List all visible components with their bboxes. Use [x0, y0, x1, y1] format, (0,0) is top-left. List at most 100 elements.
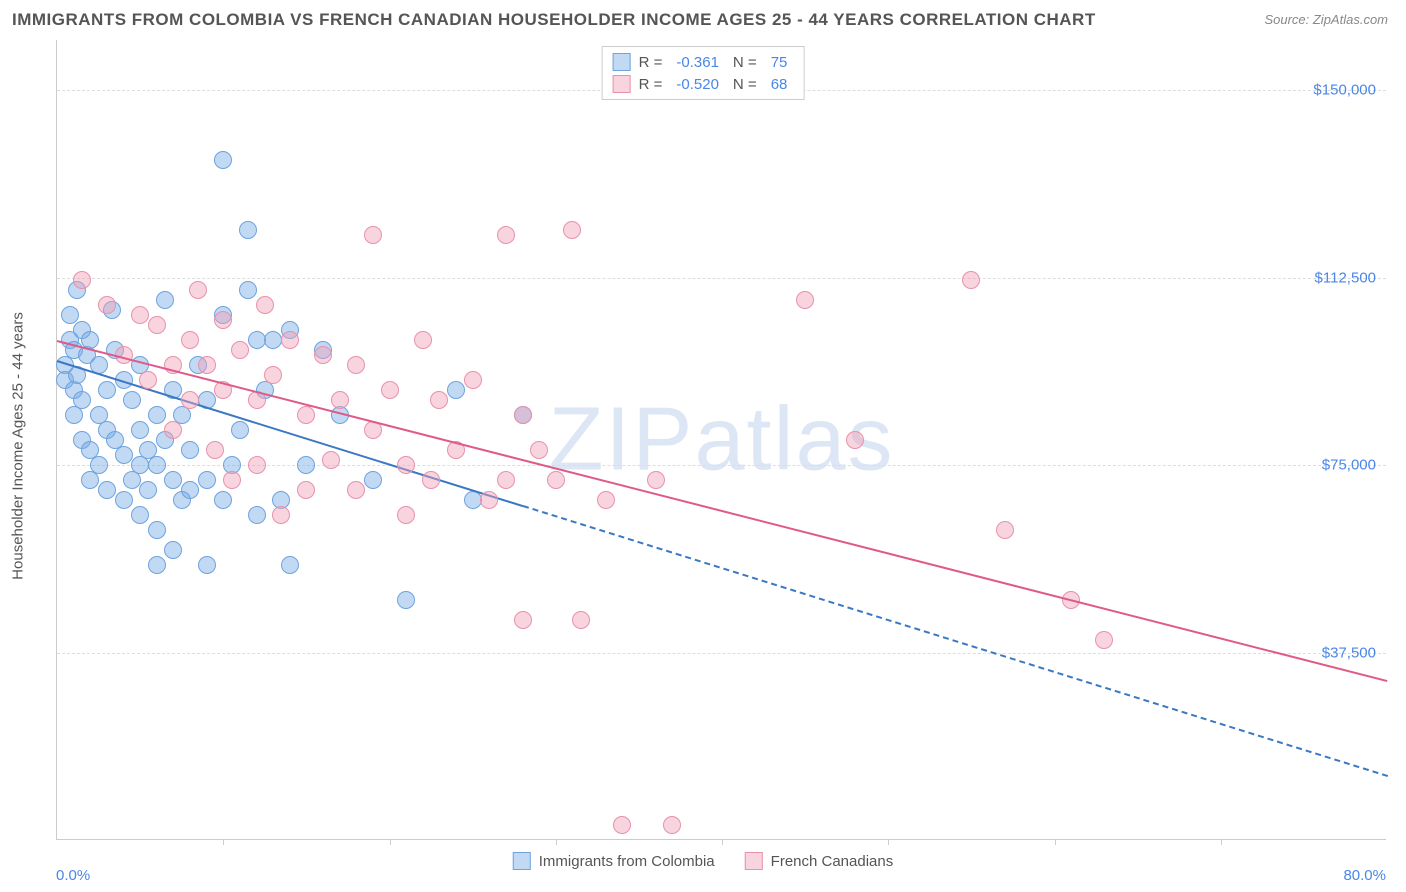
scatter-point: [314, 346, 332, 364]
scatter-point: [497, 471, 515, 489]
scatter-point: [962, 271, 980, 289]
legend-swatch-0: [613, 53, 631, 71]
scatter-point: [115, 446, 133, 464]
scatter-point: [364, 471, 382, 489]
scatter-point: [73, 271, 91, 289]
scatter-point: [1095, 631, 1113, 649]
scatter-point: [347, 356, 365, 374]
watermark: ZIPatlas: [548, 388, 894, 491]
scatter-point: [148, 521, 166, 539]
scatter-point: [148, 556, 166, 574]
scatter-point: [239, 281, 257, 299]
scatter-point: [663, 816, 681, 834]
scatter-point: [90, 456, 108, 474]
scatter-point: [98, 296, 116, 314]
scatter-point: [297, 481, 315, 499]
scatter-point: [297, 406, 315, 424]
scatter-point: [214, 311, 232, 329]
scatter-point: [397, 591, 415, 609]
regression-line-dashed: [522, 505, 1387, 777]
scatter-point: [148, 316, 166, 334]
scatter-point: [198, 556, 216, 574]
scatter-point: [181, 441, 199, 459]
scatter-point: [364, 226, 382, 244]
scatter-point: [231, 421, 249, 439]
legend-series-label-0: Immigrants from Colombia: [539, 853, 715, 870]
y-tick-label: $150,000: [1313, 82, 1376, 99]
scatter-point: [297, 456, 315, 474]
source-label: Source: ZipAtlas.com: [1264, 12, 1388, 27]
y-tick-label: $75,000: [1322, 457, 1376, 474]
scatter-point: [73, 391, 91, 409]
scatter-point: [281, 556, 299, 574]
scatter-point: [422, 471, 440, 489]
scatter-point: [181, 481, 199, 499]
scatter-point: [281, 331, 299, 349]
x-tick-mark: [556, 839, 557, 845]
y-tick-label: $112,500: [1315, 269, 1376, 286]
legend-n-label: N =: [733, 54, 757, 71]
legend-r-label: R =: [639, 76, 663, 93]
scatter-point: [264, 366, 282, 384]
scatter-point: [214, 491, 232, 509]
scatter-point: [164, 471, 182, 489]
scatter-point: [248, 331, 266, 349]
scatter-point: [98, 481, 116, 499]
scatter-point: [347, 481, 365, 499]
scatter-point: [430, 391, 448, 409]
scatter-point: [198, 356, 216, 374]
scatter-point: [115, 491, 133, 509]
scatter-point: [156, 291, 174, 309]
x-tick-mark: [1055, 839, 1056, 845]
scatter-point: [131, 421, 149, 439]
scatter-point: [272, 506, 290, 524]
chart-title: IMMIGRANTS FROM COLOMBIA VS FRENCH CANAD…: [12, 10, 1096, 30]
scatter-point: [547, 471, 565, 489]
scatter-point: [647, 471, 665, 489]
x-axis-max-label: 80.0%: [1343, 867, 1386, 884]
scatter-point: [148, 406, 166, 424]
scatter-point: [322, 451, 340, 469]
legend-swatch-bottom-0: [513, 852, 531, 870]
scatter-point: [198, 471, 216, 489]
legend-r-value-1: -0.520: [676, 76, 719, 93]
scatter-point: [846, 431, 864, 449]
scatter-point: [514, 406, 532, 424]
scatter-point: [397, 506, 415, 524]
x-tick-mark: [722, 839, 723, 845]
scatter-point: [597, 491, 615, 509]
scatter-point: [189, 281, 207, 299]
scatter-point: [98, 381, 116, 399]
scatter-point: [464, 371, 482, 389]
scatter-point: [214, 151, 232, 169]
scatter-point: [381, 381, 399, 399]
scatter-point: [572, 611, 590, 629]
scatter-point: [181, 331, 199, 349]
scatter-point: [514, 611, 532, 629]
scatter-point: [148, 456, 166, 474]
x-tick-mark: [390, 839, 391, 845]
y-axis-title: Householder Income Ages 25 - 44 years: [10, 312, 27, 580]
legend-series: Immigrants from Colombia French Canadian…: [513, 852, 893, 870]
scatter-point: [563, 221, 581, 239]
legend-r-value-0: -0.361: [676, 54, 719, 71]
scatter-point: [447, 381, 465, 399]
legend-swatch-bottom-1: [745, 852, 763, 870]
scatter-point: [139, 371, 157, 389]
scatter-point: [231, 341, 249, 359]
x-tick-mark: [888, 839, 889, 845]
legend-swatch-1: [613, 75, 631, 93]
scatter-point: [164, 541, 182, 559]
scatter-point: [131, 506, 149, 524]
correlation-chart: IMMIGRANTS FROM COLOMBIA VS FRENCH CANAD…: [0, 0, 1406, 892]
scatter-point: [497, 226, 515, 244]
scatter-point: [613, 816, 631, 834]
y-tick-label: $37,500: [1322, 644, 1376, 661]
legend-series-item-1: French Canadians: [745, 852, 894, 870]
x-tick-mark: [223, 839, 224, 845]
legend-n-label: N =: [733, 76, 757, 93]
scatter-point: [223, 471, 241, 489]
legend-stats-row-1: R = -0.520 N = 68: [613, 73, 794, 95]
scatter-point: [264, 331, 282, 349]
legend-n-value-1: 68: [771, 76, 788, 93]
